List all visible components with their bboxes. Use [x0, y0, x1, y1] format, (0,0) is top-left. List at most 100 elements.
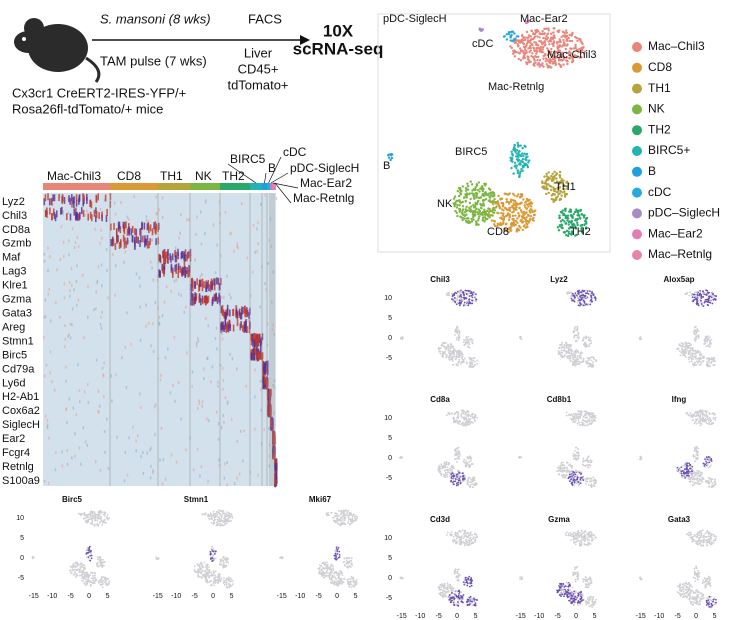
cell-dot	[566, 186, 569, 190]
cell-dot	[440, 343, 443, 346]
heatmap-high	[174, 264, 176, 272]
cell-dot	[471, 415, 473, 417]
heatmap-high	[243, 325, 246, 333]
cluster-label: NK	[195, 169, 212, 183]
cell-dot	[455, 292, 458, 295]
heatmap-noise	[266, 343, 269, 347]
heatmap-noise	[180, 417, 182, 421]
cell-dot	[705, 457, 708, 460]
heatmap-noise	[268, 454, 271, 458]
legend-swatch	[632, 208, 642, 219]
cell-dot	[545, 192, 548, 196]
cell-dot	[563, 195, 567, 198]
cell-dot	[588, 418, 591, 421]
heatmap-noise	[158, 322, 161, 326]
cell-dot	[519, 202, 522, 205]
heatmap-high	[248, 326, 251, 334]
heatmap-high	[186, 254, 188, 262]
cell-dot	[550, 47, 553, 51]
cell-dot	[701, 476, 704, 479]
heatmap-high	[170, 263, 173, 271]
cell-dot	[457, 457, 460, 460]
cell-dot	[517, 212, 520, 215]
cell-dot	[710, 296, 713, 299]
cell-dot	[539, 45, 543, 49]
cell-dot	[688, 462, 690, 465]
cell-dot	[451, 356, 454, 359]
heatmap-noise	[215, 326, 218, 330]
cell-dot	[700, 293, 703, 296]
cell-dot	[588, 464, 591, 466]
cell-dot	[591, 415, 594, 418]
heatmap-noise	[100, 263, 103, 267]
cell-dot	[706, 337, 708, 339]
cell-dot	[454, 209, 457, 213]
heatmap-noise	[110, 374, 113, 378]
cell-dot	[465, 301, 468, 304]
heatmap-noise	[149, 260, 152, 264]
cell-dot	[708, 343, 711, 346]
cell-dot	[561, 30, 565, 34]
cell-dot	[577, 413, 580, 415]
cell-dot	[589, 300, 592, 303]
heatmap-noise	[78, 446, 81, 450]
cell-dot	[574, 218, 578, 222]
cell-dot	[577, 451, 580, 454]
cell-dot	[567, 223, 570, 226]
cell-dot	[503, 206, 507, 210]
heatmap-noise	[60, 225, 63, 229]
cell-dot	[707, 297, 710, 300]
cell-dot	[578, 470, 581, 473]
cell-dot	[582, 422, 584, 425]
heatmap-high	[225, 325, 228, 333]
leader-line	[268, 156, 282, 184]
cell-dot	[694, 333, 697, 336]
cell-dot	[584, 424, 586, 427]
heatmap-noise	[191, 384, 193, 388]
cell-dot	[566, 214, 570, 217]
cell-dot	[561, 226, 564, 230]
cell-dot	[586, 292, 588, 295]
heatmap-noise	[94, 460, 97, 464]
cell-dot	[390, 156, 394, 160]
cell-dot	[529, 201, 533, 204]
heatmap-high	[265, 381, 268, 389]
cell-dot	[458, 291, 461, 294]
cell-dot	[689, 472, 692, 475]
cell-dot	[439, 347, 442, 350]
heatmap-noise	[226, 483, 228, 487]
heatmap-noise	[164, 356, 167, 360]
heatmap-noise	[135, 449, 137, 453]
cell-dot	[582, 52, 586, 55]
cell-dot	[685, 356, 687, 358]
cell-dot	[513, 49, 517, 53]
cell-dot	[541, 63, 544, 67]
heatmap-high	[226, 308, 229, 316]
cell-dot	[707, 338, 710, 341]
cell-dot	[696, 350, 699, 353]
cell-dot	[573, 480, 576, 483]
cell-dot	[508, 209, 512, 212]
cell-dot	[568, 345, 570, 348]
cell-dot	[471, 361, 474, 364]
cell-dot	[466, 480, 469, 482]
cell-dot	[699, 415, 701, 417]
cell-dot	[555, 180, 559, 183]
heatmap-noise	[188, 218, 190, 222]
heatmap-high	[145, 238, 148, 246]
cell-dot	[684, 349, 687, 351]
cell-dot	[581, 289, 584, 292]
cell-dot	[457, 299, 460, 302]
cell-dot	[578, 216, 582, 220]
heatmap-noise	[196, 215, 198, 219]
cell-dot	[472, 416, 475, 419]
cell-dot	[465, 213, 468, 216]
heatmap-noise	[86, 209, 88, 213]
cell-dot	[531, 52, 534, 55]
cell-dot	[563, 192, 567, 196]
cell-dot	[712, 360, 715, 363]
cell-dot	[578, 360, 580, 363]
heatmap-noise	[159, 458, 161, 462]
heatmap-noise	[121, 356, 123, 360]
cell-dot	[574, 340, 577, 342]
